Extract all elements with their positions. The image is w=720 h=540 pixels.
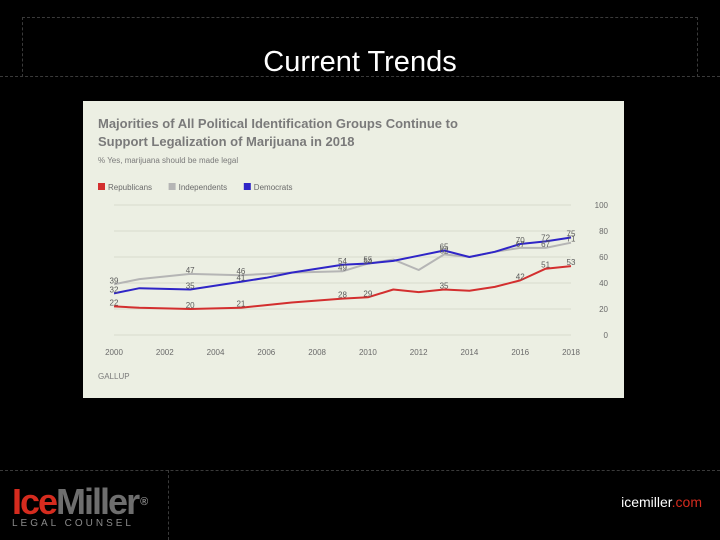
- data-label-17: 35: [440, 282, 449, 291]
- x-tick-label-4: 2008: [308, 348, 326, 357]
- y-tick-label-0: 0: [604, 331, 609, 340]
- slide-title: Current Trends: [263, 46, 457, 78]
- data-label-7: 41: [236, 274, 245, 283]
- data-label-2: 22: [110, 298, 119, 307]
- x-axis-ticks: 2000 2002 2004 2006 2008 2010 2012 2014 2016 2018: [105, 348, 580, 357]
- y-tick-label-5: 100: [595, 201, 609, 210]
- x-tick-label-3: 2006: [257, 348, 275, 357]
- data-label-0: 39: [110, 276, 119, 285]
- chart-legend: Republicans Independents Democrats: [98, 183, 292, 192]
- data-label-10: 49: [338, 263, 347, 272]
- y-axis-ticks: 0 20 40 60 80 100: [595, 201, 609, 340]
- data-label-22: 67: [541, 240, 550, 249]
- data-label-4: 35: [186, 282, 195, 291]
- frame-left-line: [22, 17, 23, 77]
- chart-series: [113, 236, 572, 310]
- y-tick-label-4: 80: [599, 227, 608, 236]
- logo-wordmark: IceMiller ®: [12, 481, 148, 522]
- data-label-5: 20: [186, 301, 195, 310]
- y-tick-label-2: 40: [599, 279, 608, 288]
- legend-label-0: Republicans: [108, 183, 152, 192]
- data-label-24: 75: [567, 230, 576, 239]
- chart-title-line-1: Majorities of All Political Identificati…: [98, 116, 458, 131]
- x-tick-label-7: 2014: [461, 348, 479, 357]
- y-tick-label-1: 20: [599, 305, 608, 314]
- x-tick-label-9: 2018: [562, 348, 580, 357]
- logo-ice: Ice: [12, 481, 58, 522]
- frame-mid-line: [0, 76, 720, 77]
- logo-registered-mark: ®: [140, 496, 148, 508]
- data-label-14: 29: [363, 289, 372, 298]
- x-tick-label-0: 2000: [105, 348, 123, 357]
- data-label-21: 72: [541, 233, 550, 242]
- x-tick-label-8: 2016: [511, 348, 529, 357]
- data-labels: 3932224735204641215449285554296562357067…: [110, 230, 576, 311]
- data-label-12: 55: [363, 256, 372, 265]
- data-label-3: 47: [186, 266, 195, 275]
- x-tick-label-6: 2012: [410, 348, 428, 357]
- website-domain: icemiller: [621, 494, 672, 510]
- website-tld: .com: [671, 494, 702, 510]
- legend-swatch-0: [98, 183, 105, 190]
- logo-tagline: LEGAL COUNSEL: [12, 518, 134, 529]
- data-label-11: 28: [338, 291, 347, 300]
- frame-top-line: [22, 17, 698, 18]
- series-line-democrats: [113, 236, 572, 295]
- y-tick-label-3: 60: [599, 253, 608, 262]
- chart-subtitle: % Yes, marijuana should be made legal: [98, 156, 238, 165]
- legend-swatch-1: [168, 183, 176, 190]
- x-tick-label-5: 2010: [359, 348, 377, 357]
- legend-swatch-2: [243, 183, 251, 190]
- data-label-18: 70: [516, 236, 525, 245]
- logo-miller: Miller: [56, 481, 140, 522]
- website-link[interactable]: icemiller.com: [621, 494, 702, 510]
- data-label-6: 46: [236, 267, 245, 276]
- frame-right-line: [697, 17, 698, 77]
- data-label-25: 71: [567, 235, 576, 244]
- frame-bottom-line: [0, 470, 720, 471]
- data-label-1: 32: [110, 285, 119, 294]
- data-label-19: 67: [516, 240, 525, 249]
- x-tick-label-2: 2004: [207, 348, 225, 357]
- series-line-republicans: [113, 265, 572, 310]
- data-label-8: 21: [236, 300, 245, 309]
- data-label-26: 53: [567, 258, 576, 267]
- chart-title-line-2: Support Legalization of Marijuana in 201…: [98, 134, 354, 149]
- data-label-13: 54: [363, 257, 372, 266]
- data-label-20: 42: [516, 272, 525, 281]
- ice-miller-logo: IceMiller ® LEGAL COUNSEL: [12, 481, 148, 530]
- legend-label-2: Democrats: [254, 183, 293, 192]
- data-label-15: 65: [440, 243, 449, 252]
- data-label-9: 54: [338, 257, 347, 266]
- legend-label-1: Independents: [179, 183, 228, 192]
- chart-source: GALLUP: [98, 372, 130, 381]
- line-chart: Majorities of All Political Identificati…: [98, 116, 609, 381]
- data-label-23: 51: [541, 261, 550, 270]
- data-label-16: 62: [440, 246, 449, 255]
- x-tick-label-1: 2002: [156, 348, 174, 357]
- frame-footer-divider: [168, 470, 169, 540]
- chart-panel: Majorities of All Political Identificati…: [83, 101, 624, 398]
